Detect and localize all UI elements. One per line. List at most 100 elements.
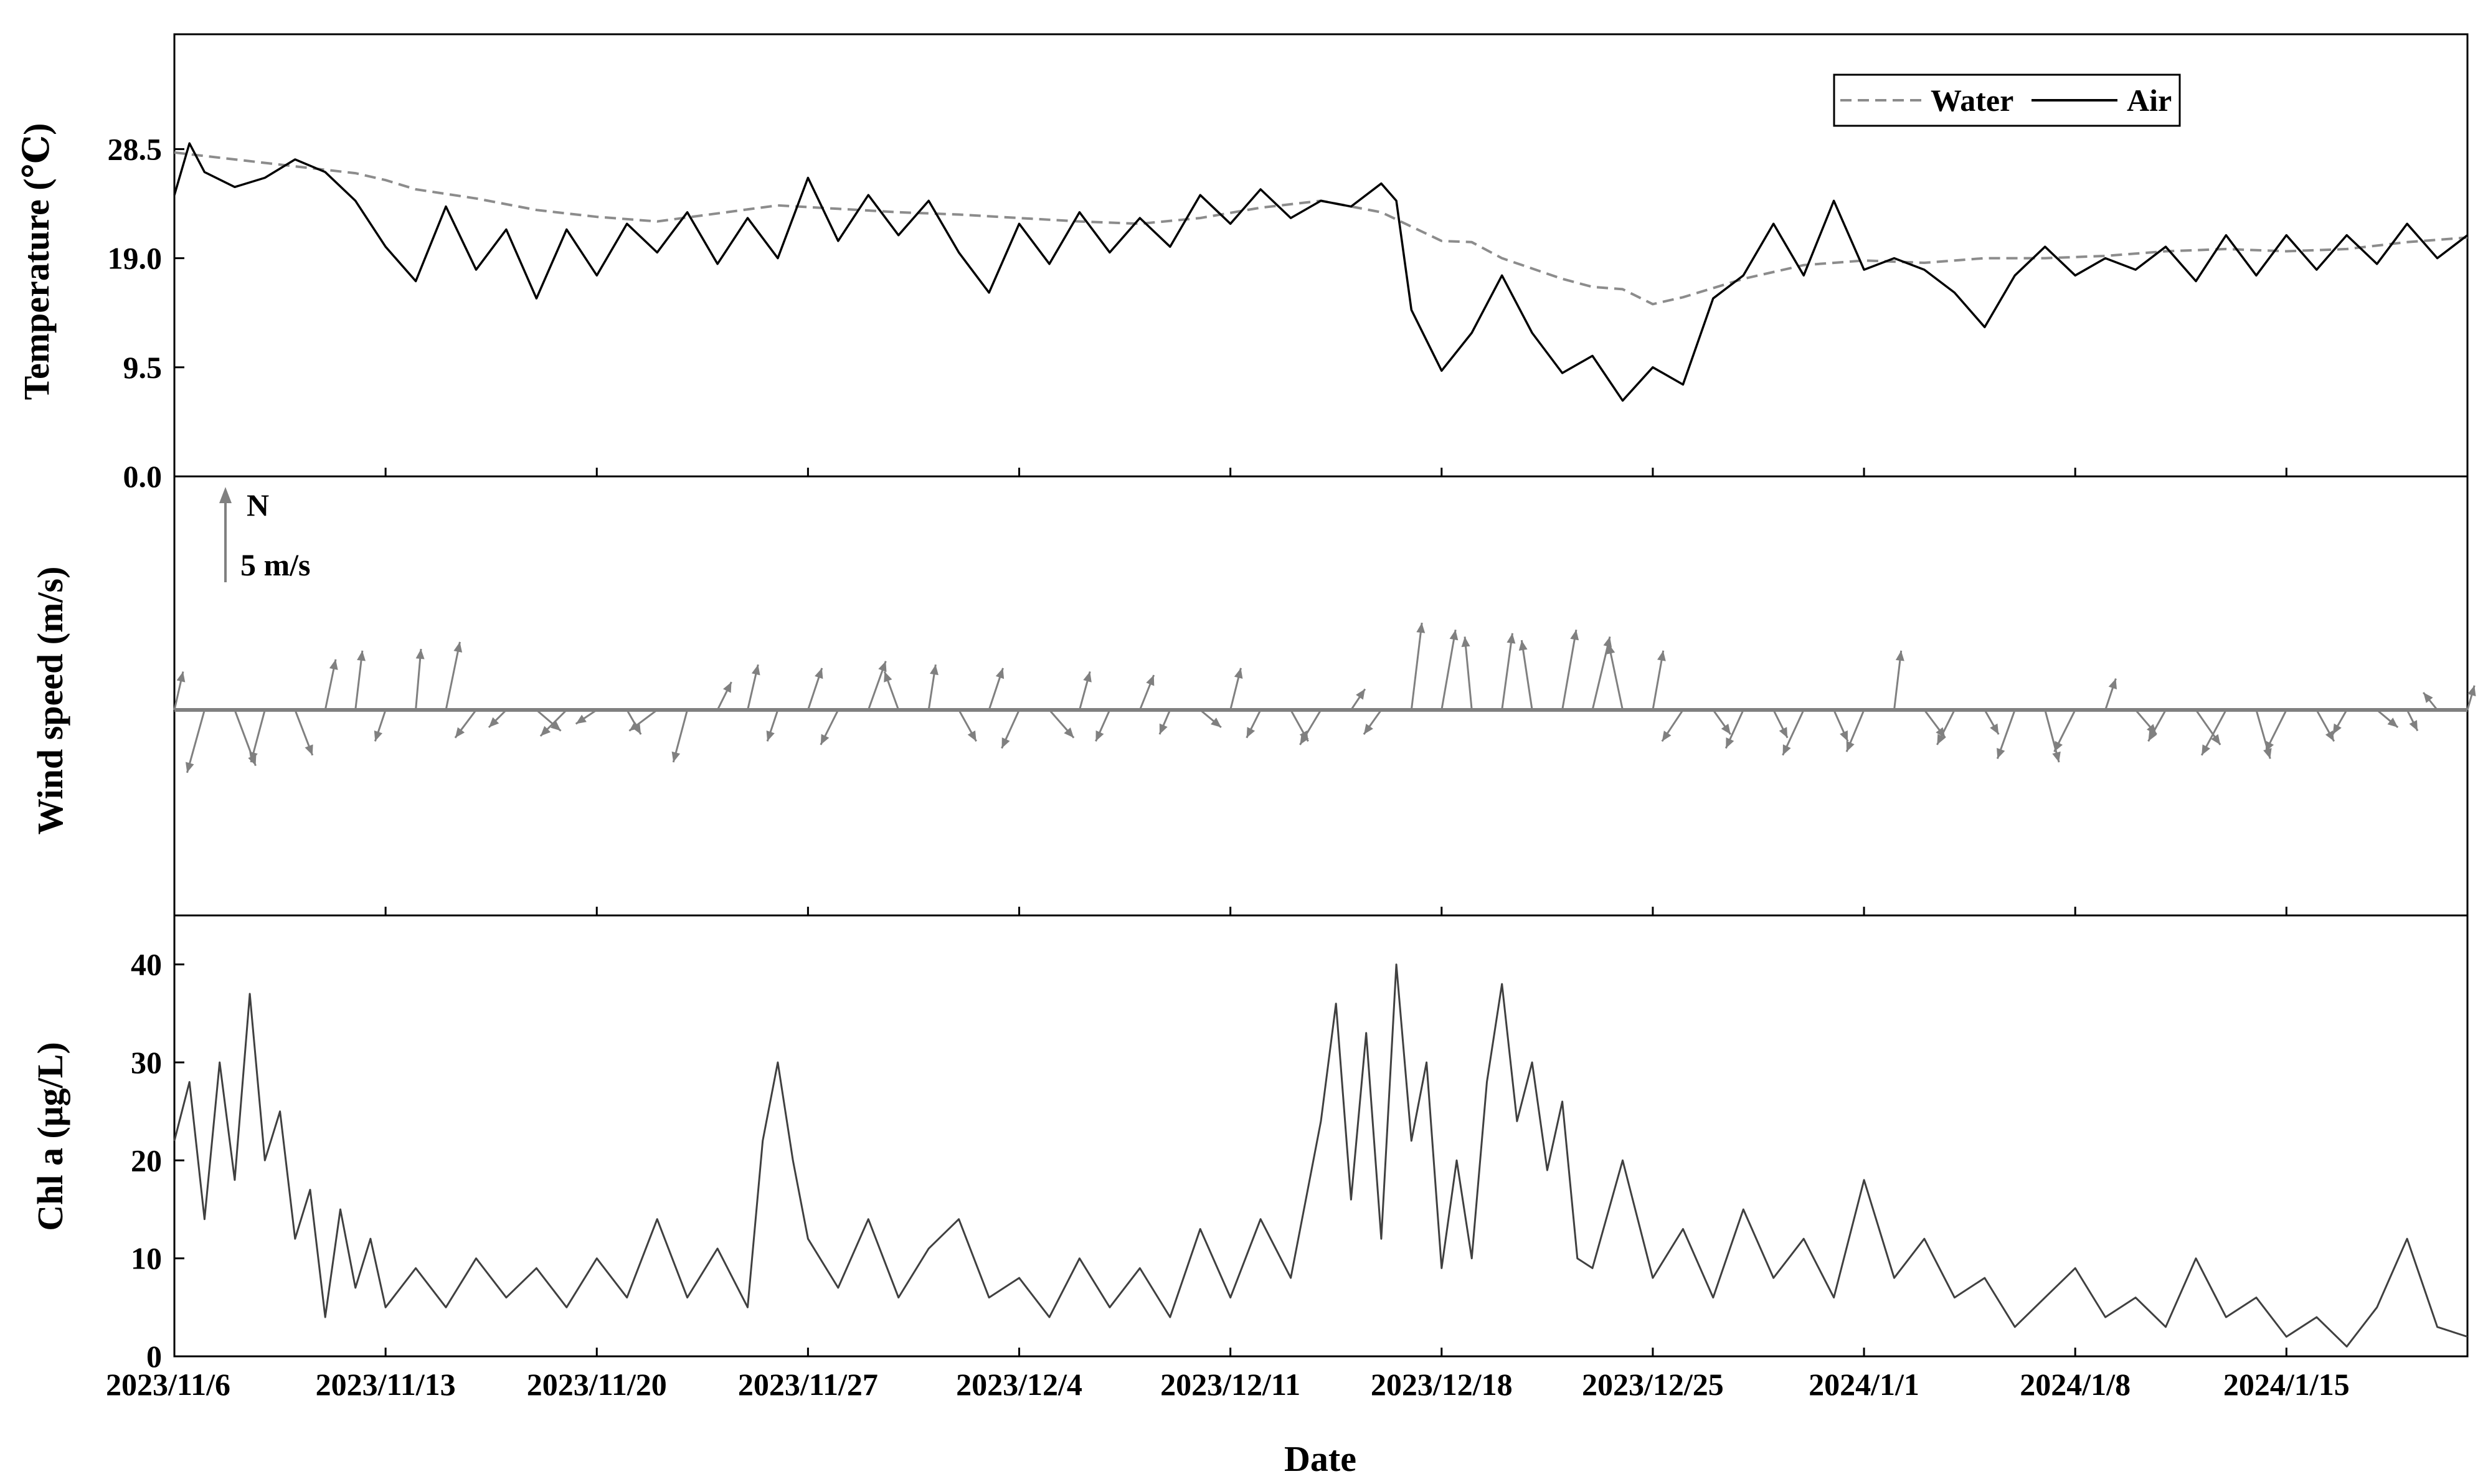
- wind-vector-head: [930, 664, 939, 676]
- wind-vector-head: [878, 661, 887, 672]
- wind-vector: [1652, 650, 1665, 711]
- wind-vector: [1520, 640, 1533, 711]
- wind-vector: [186, 709, 206, 773]
- wind-vector-head: [2423, 692, 2433, 703]
- wind-vector-head: [186, 762, 194, 773]
- wind-vector-head: [305, 744, 313, 755]
- chl-a-ytick-label-4: 40: [131, 947, 162, 982]
- wind-vector-head: [1726, 737, 1734, 749]
- wind-vector-head: [1507, 633, 1516, 644]
- wind-vector-head: [1657, 650, 1666, 661]
- legend-water-label: Water: [1931, 83, 2013, 118]
- chl-a-ytick-label-0: 0: [146, 1339, 162, 1374]
- wind-vector-head: [1779, 727, 1788, 738]
- wind-vector-head: [2387, 717, 2398, 727]
- wind-vector-head: [1937, 734, 1946, 745]
- legend-air-label: Air: [2127, 83, 2172, 118]
- wind-vector-head: [1461, 636, 1470, 647]
- wind-vector-head: [1300, 734, 1309, 745]
- wind-reference: N 5 m/s: [219, 487, 311, 582]
- wind-vector-head: [820, 734, 830, 745]
- wind-vector-head: [1840, 730, 1848, 742]
- wind-vector-head: [766, 730, 775, 742]
- wind-vector-head: [995, 668, 1005, 679]
- wind-vector: [1607, 643, 1624, 711]
- wind-vector-head: [540, 725, 551, 736]
- wind-vector: [445, 641, 461, 711]
- wind-vector-head: [2332, 723, 2342, 735]
- wind-vector-head: [2325, 730, 2334, 742]
- date-axis-title: Date: [1284, 1439, 1356, 1479]
- wind-vector: [1464, 636, 1473, 711]
- wind-vector-head: [1997, 748, 2005, 759]
- temperature-series-water: [174, 151, 2468, 306]
- wind-vector-head: [2052, 751, 2061, 762]
- wind-vector-head: [1606, 643, 1615, 655]
- chl-a-panel: 0 10 20 30 40 2023/11/6 2023/11/13 2023/11/20 20…: [106, 914, 2469, 1402]
- chl-a-series-0: [173, 963, 2468, 1348]
- date-tick-label-10: 2024/1/15: [2223, 1367, 2350, 1402]
- wind-axis-title: Wind speed (m/s): [30, 567, 70, 835]
- wind-vector-head: [751, 664, 760, 676]
- wind-vector: [415, 648, 422, 711]
- wind-vector-head: [329, 659, 338, 670]
- chl-a-ytick-label-3: 30: [131, 1045, 162, 1080]
- wind-vector-head: [2054, 740, 2063, 752]
- wind-vector-head: [1721, 724, 1731, 735]
- wind-vector-head: [723, 682, 732, 693]
- temperature-axis-title: Temperature (℃): [16, 123, 57, 400]
- date-tick-label-8: 2024/1/1: [1809, 1367, 1919, 1402]
- date-tick-label-0: 2023/11/6: [106, 1367, 230, 1402]
- date-tick-label-7: 2023/12/25: [1582, 1367, 1724, 1402]
- wind-vector-head: [1570, 630, 1579, 641]
- wind-vector-head: [1895, 650, 1904, 661]
- chl-a-ytick-label-2: 20: [131, 1143, 162, 1178]
- wind-frame: [173, 475, 2469, 917]
- temperature-ytick-label-2: 19.0: [108, 241, 163, 276]
- wind-vector-head: [2202, 744, 2210, 755]
- wind-vector-head: [575, 714, 587, 724]
- wind-vector: [1591, 636, 1611, 711]
- wind-vector: [1410, 622, 1423, 711]
- wind-vector-head: [455, 727, 465, 738]
- wind-vector-head: [1064, 727, 1074, 738]
- chl-a-axis-title: Chl a (μg/L): [30, 1042, 70, 1231]
- wind-vector-head: [374, 730, 382, 742]
- wind-vector-head: [2211, 734, 2221, 745]
- chl-a-ytick-label-1: 10: [131, 1241, 162, 1276]
- wind-vector-head: [357, 650, 366, 661]
- wind-vector-head: [1083, 671, 1092, 683]
- wind-vector-head: [1416, 623, 1426, 633]
- wind-vector-head: [1518, 640, 1528, 651]
- wind-vector-head: [2108, 678, 2117, 689]
- date-tick-label-5: 2023/12/11: [1160, 1367, 1300, 1402]
- temperature-ytick-label-3: 28.5: [108, 131, 163, 166]
- wind-vector-head: [2265, 740, 2274, 752]
- wind-vector-head: [967, 730, 977, 742]
- wind-panel: [173, 475, 2476, 917]
- wind-vector-head: [550, 721, 561, 731]
- wind-vector-head: [1001, 737, 1010, 749]
- legend-box: [1833, 73, 2181, 127]
- wind-vector-head: [1449, 630, 1459, 641]
- wind-vector-head: [1234, 668, 1243, 679]
- temperature-ytick-label-1: 9.5: [123, 350, 163, 385]
- date-tick-label-9: 2024/1/8: [2020, 1367, 2131, 1402]
- wind-reference-direction: N: [247, 488, 269, 522]
- wind-vector-head: [1782, 744, 1791, 755]
- wind-reference-speed: 5 m/s: [240, 547, 311, 582]
- wind-vector-head: [1363, 724, 1373, 735]
- legend: Water Air: [1833, 73, 2181, 127]
- chl-a-frame: [173, 914, 2469, 1358]
- temperature-ytick-label-0: 0.0: [123, 459, 163, 494]
- wind-vector-head: [1211, 717, 1221, 727]
- wind-vector-head: [1990, 723, 1999, 735]
- wind-vector-head: [1159, 723, 1168, 735]
- wind-vector-head: [671, 751, 681, 762]
- wind-vector-head: [629, 721, 640, 731]
- wind-vector: [1440, 629, 1457, 711]
- wind-vector-head: [1246, 727, 1256, 738]
- wind-vector-head: [2409, 720, 2418, 731]
- wind-vector-head: [1356, 689, 1365, 700]
